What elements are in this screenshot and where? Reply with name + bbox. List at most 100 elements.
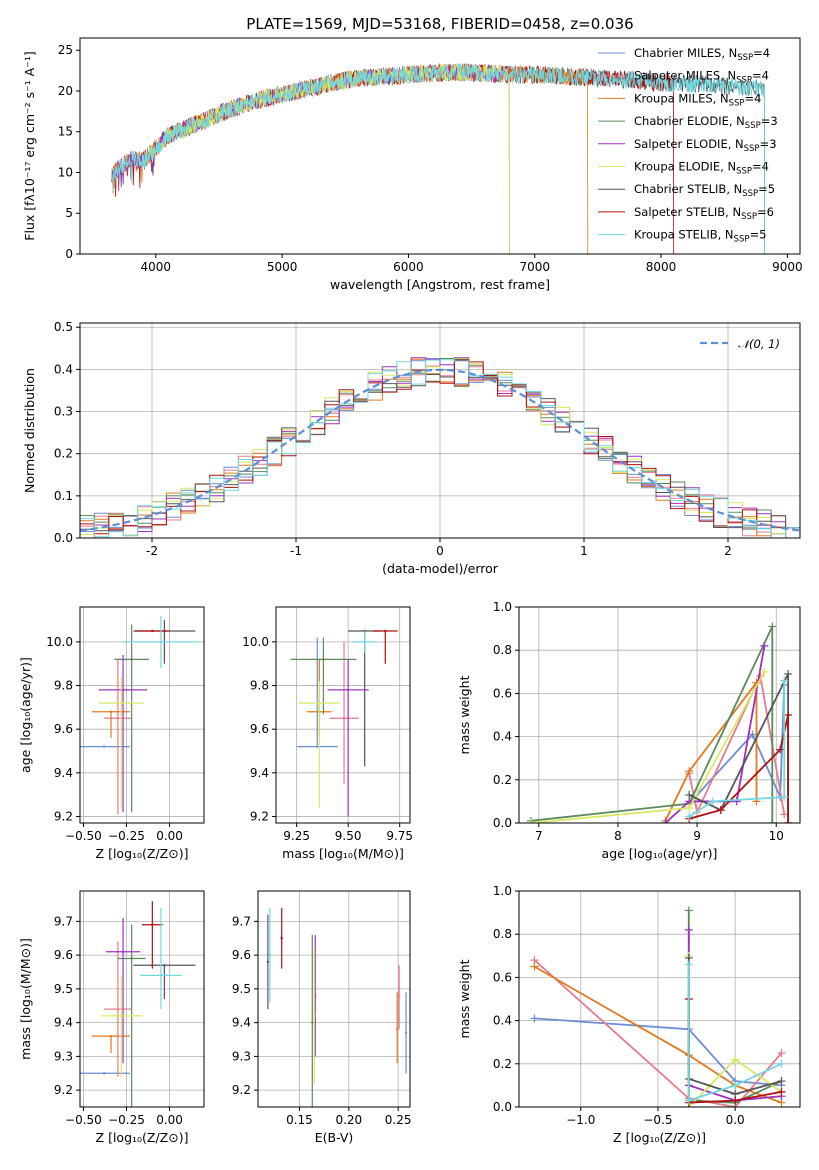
legend-label: Chabrier STELIB, N	[634, 182, 742, 196]
x-tick-label: 2	[724, 544, 732, 558]
y-tick-label: 0.0	[493, 1100, 512, 1114]
legend-suffix: =4	[752, 69, 769, 83]
weight-series-kroupa-stelib	[687, 964, 782, 1102]
panel-mass_vs_EBV: 0.15 0.20 0.25 9.2 9.3 9.4 9.5 9.6 9.7 E(B-V)	[232, 890, 412, 1145]
y-tick-label: 9.5	[232, 982, 251, 996]
y-axis-label: age [log₁₀(age/yr)]	[18, 657, 33, 773]
histogram-kroupa-stelib	[80, 359, 800, 538]
y-tick-label: 9.6	[54, 948, 73, 962]
data-point	[159, 640, 163, 644]
data-point	[130, 957, 133, 960]
y-tick-label: 10.0	[242, 635, 269, 649]
y-tick-label: 1.0	[493, 600, 512, 614]
y-tick-label: 9.8	[250, 679, 269, 693]
y-tick-label: 9.2	[54, 1083, 73, 1097]
plus-marker	[780, 810, 789, 819]
plot-area	[80, 615, 199, 815]
data-point	[280, 937, 283, 940]
data-point	[266, 960, 270, 964]
panel-mass_vs_Z: −0.50 −0.25 0.00 9.2 9.3 9.4 9.5 9.6 9.7 Z [log₁₀…	[18, 890, 205, 1145]
weight-series-kroupa-miles	[664, 679, 758, 822]
y-tick-label: 0.2	[54, 447, 73, 461]
plot-background	[276, 607, 410, 823]
y-tick-label: 10	[58, 165, 73, 179]
x-tick-label: 0.20	[335, 1113, 362, 1127]
data-point	[163, 964, 166, 967]
legend-label: Kroupa MILES, N	[634, 91, 729, 105]
plus-marker	[708, 797, 717, 806]
x-tick-label: 7000	[519, 260, 550, 274]
y-tick-label: 9.4	[54, 766, 73, 780]
legend-entry: Salpeter MILES, NSSP=4	[634, 69, 769, 86]
y-tick-label: 9.4	[232, 1016, 251, 1030]
legend-entry: Salpeter STELIB, NSSP=6	[634, 205, 774, 222]
x-axis-label: (data-model)/error	[382, 561, 499, 576]
data-point	[102, 745, 106, 748]
x-tick-label: −0.25	[108, 829, 145, 843]
legend-entry: Chabrier STELIB, NSSP=5	[634, 182, 775, 199]
y-tick-label: 9.2	[54, 809, 73, 823]
legend-suffix: =4	[753, 46, 770, 60]
x-tick-label: 8000	[646, 260, 677, 274]
plus-marker	[784, 711, 793, 719]
x-tick-label: -2	[146, 544, 158, 558]
legend-suffix: =4	[752, 160, 769, 174]
y-tick-label: 0.8	[493, 643, 512, 657]
y-tick-label: 5	[65, 206, 73, 220]
weight-series-chabrier-elodie	[530, 626, 774, 823]
y-tick-label: 0.4	[54, 362, 73, 376]
plus-marker	[784, 669, 793, 678]
y-tick-label: 9.6	[232, 948, 251, 962]
plus-marker	[776, 745, 785, 754]
axes-frame	[518, 890, 801, 1108]
x-tick-label: 10	[769, 829, 784, 843]
plus-marker	[777, 1049, 786, 1057]
y-tick-label: 9.2	[250, 809, 269, 823]
x-tick-label: 7	[535, 829, 543, 843]
legend-suffix: =4	[744, 91, 761, 105]
panel-spectrum: 4000 5000 6000 7000 8000 9000 0 5 10 15 20 25 wavele…	[22, 15, 803, 292]
plus-marker	[684, 1096, 693, 1105]
legend-suffix: =6	[757, 205, 774, 219]
data-point	[151, 923, 154, 926]
y-axis-label: mass weight	[457, 675, 472, 754]
x-tick-label: 9.75	[386, 829, 413, 843]
data-point	[318, 701, 321, 705]
data-point	[311, 1021, 314, 1024]
plus-marker	[526, 819, 535, 823]
axes-frame	[275, 606, 411, 824]
plus-marker	[731, 1055, 740, 1064]
legend-label: Salpeter STELIB, N	[634, 205, 741, 219]
plus-marker	[716, 806, 725, 815]
plot-background	[519, 607, 800, 823]
panel-weight_vs_Z: −1.0 −0.5 0.0 0.0 0.2 0.4 0.6 0.8 1.0 Z [log₁₀(Z/…	[457, 884, 801, 1145]
data-point	[130, 658, 133, 661]
y-tick-label: 9.4	[54, 1016, 73, 1030]
plus-marker	[780, 676, 789, 685]
x-axis-label: age [log₁₀(age/yr)]	[602, 846, 718, 861]
plus-marker	[760, 667, 769, 676]
plus-marker	[661, 819, 670, 823]
x-tick-label: −0.50	[65, 829, 102, 843]
y-tick-label: 9.4	[250, 766, 269, 780]
plus-marker	[685, 812, 694, 821]
y-tick-label: 9.8	[54, 679, 73, 693]
legend-entry: Kroupa MILES, NSSP=4	[634, 91, 761, 108]
data-point	[109, 1034, 113, 1038]
legend-label: Kroupa STELIB, N	[634, 228, 734, 242]
data-point	[102, 1072, 106, 1075]
plot-area	[266, 907, 408, 1107]
x-tick-label: 4000	[141, 260, 172, 274]
x-axis-label: Z [log₁₀(Z/Z⊙)]	[96, 1130, 189, 1145]
plus-marker	[732, 797, 741, 806]
axes-frame	[518, 606, 801, 824]
plus-marker	[780, 793, 789, 802]
spectrum-series-kroupa-stelib	[111, 63, 765, 254]
legend-subscript: SSP	[736, 76, 752, 86]
y-tick-label: 9.3	[232, 1049, 251, 1063]
data-point	[316, 745, 319, 748]
y-tick-label: 0.4	[493, 730, 512, 744]
x-tick-label: 5000	[267, 260, 298, 274]
x-tick-label: 0.00	[156, 1113, 183, 1127]
legend-label: Kroupa ELODIE, N	[634, 160, 736, 174]
